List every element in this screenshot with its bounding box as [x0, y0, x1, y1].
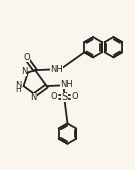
- Text: N: N: [15, 81, 21, 90]
- Text: H: H: [15, 85, 21, 94]
- Text: O: O: [72, 92, 79, 101]
- Text: N: N: [21, 67, 27, 76]
- Text: O: O: [50, 92, 57, 101]
- Text: N: N: [31, 93, 37, 102]
- Text: NH: NH: [60, 80, 73, 89]
- Text: O: O: [24, 53, 30, 62]
- Text: NH: NH: [50, 65, 63, 74]
- Text: S: S: [61, 92, 68, 102]
